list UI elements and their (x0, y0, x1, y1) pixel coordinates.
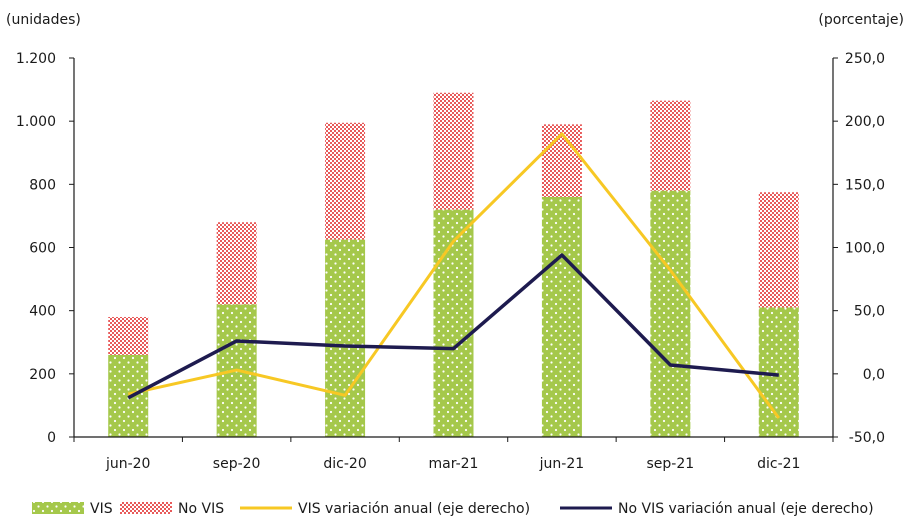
right-tick-label: -50,0 (849, 430, 885, 446)
right-tick-label: 100,0 (845, 241, 885, 257)
x-tick-label: jun-20 (105, 456, 151, 472)
right-tick-label: 50,0 (854, 304, 885, 320)
bar-vis-jun-21 (541, 196, 582, 437)
left-tick-label: 400 (29, 304, 56, 320)
left-tick-label: 600 (29, 241, 56, 257)
left-tick-label: 200 (29, 367, 56, 383)
x-tick-label: dic-20 (323, 456, 366, 472)
bar-no-vis-jun-21 (541, 124, 582, 197)
bar-vis-mar-21 (433, 209, 474, 437)
bar-no-vis-dic-21 (758, 192, 799, 308)
x-tick-label: sep-21 (647, 456, 695, 472)
left-axis-label: (unidades) (6, 12, 81, 28)
bar-no-vis-mar-21 (433, 92, 474, 210)
legend-label-3: No VIS variación anual (eje derecho) (618, 501, 874, 517)
x-tick-label: dic-21 (757, 456, 800, 472)
legend-swatch-1 (120, 502, 172, 514)
axes-group: 0 200 400 600 800 1.000 1.200 -50,0 0,0 50,0 100,0… (16, 51, 885, 472)
left-tick-label: 1.200 (16, 51, 56, 67)
bar-no-vis-sep-21 (650, 100, 691, 191)
bars-group (108, 92, 799, 437)
bar-no-vis-jun-20 (108, 316, 149, 355)
legend-label-0: VIS (90, 501, 113, 517)
left-tick-label: 0 (47, 430, 56, 446)
right-axis-label: (porcentaje) (818, 12, 904, 28)
lines-group (127, 132, 780, 419)
legend-label-2: VIS variación anual (eje derecho) (298, 501, 530, 517)
legend: VIS No VIS VIS variación anual (eje derech… (32, 501, 874, 517)
x-tick-label: mar-21 (429, 456, 479, 472)
right-tick-label: 0,0 (863, 367, 885, 383)
left-tick-label: 800 (29, 177, 56, 193)
bar-no-vis-sep-20 (216, 222, 257, 305)
bar-vis-dic-20 (325, 239, 366, 437)
right-tick-label: 200,0 (845, 114, 885, 130)
legend-swatch-0 (32, 502, 84, 514)
right-tick-label: 250,0 (845, 51, 885, 67)
x-tick-label: jun-21 (539, 456, 585, 472)
right-tick-label: 150,0 (845, 177, 885, 193)
bar-no-vis-dic-20 (325, 122, 366, 240)
legend-label-1: No VIS (178, 501, 224, 517)
x-tick-label: sep-20 (213, 456, 261, 472)
bar-vis-sep-21 (650, 190, 691, 437)
left-tick-label: 1.000 (16, 114, 56, 130)
